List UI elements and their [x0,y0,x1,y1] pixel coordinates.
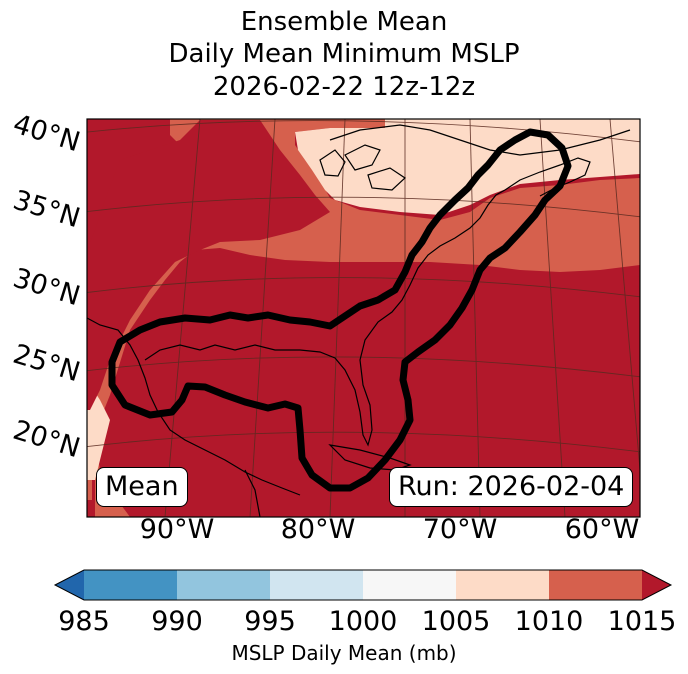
colorbar-extend-low [55,570,84,600]
map-frame [86,118,641,518]
colorbar-990-995 [177,570,270,600]
lon-label-80w: 80°W [280,514,356,545]
colorbar-995-1000 [270,570,363,600]
colorbar-tick-1000: 1000 [328,606,398,637]
run-box-label: Run: 2026-02-04 [389,467,634,507]
lon-label-70w: 70°W [422,514,498,545]
colorbar-tick-990: 990 [151,606,203,637]
colorbar-extend-high [642,570,671,600]
mean-box-label: Mean [96,467,188,507]
colorbar-1005-1010 [456,570,549,600]
title-line-3: 2026-02-22 12z-12z [212,72,476,102]
colorbar-outline [53,569,673,601]
colorbar-tick-1005: 1005 [421,606,491,637]
lon-label-90w: 90°W [139,514,215,545]
mslp-1005-1010-area [87,119,640,480]
mslp-above-1015-tongue [87,120,330,410]
title-line-1: Ensemble Mean [240,7,448,37]
lon-label-60w: 60°W [564,514,640,545]
title-line-2: Daily Mean Minimum MSLP [168,39,520,69]
colorbar-tick-985: 985 [58,606,110,637]
colorbar-985-990 [84,570,177,600]
colorbar-1010-1015 [549,570,642,600]
colorbar-tick-1010: 1010 [514,606,584,637]
colorbar-label: MSLP Daily Mean (mb) [231,641,457,665]
colorbar [53,569,673,601]
colorbar-tick-995: 995 [244,606,296,637]
colorbar-tick-1015: 1015 [607,606,677,637]
colorbar-1000-1005 [363,570,456,600]
ensemble-contour [108,128,572,492]
